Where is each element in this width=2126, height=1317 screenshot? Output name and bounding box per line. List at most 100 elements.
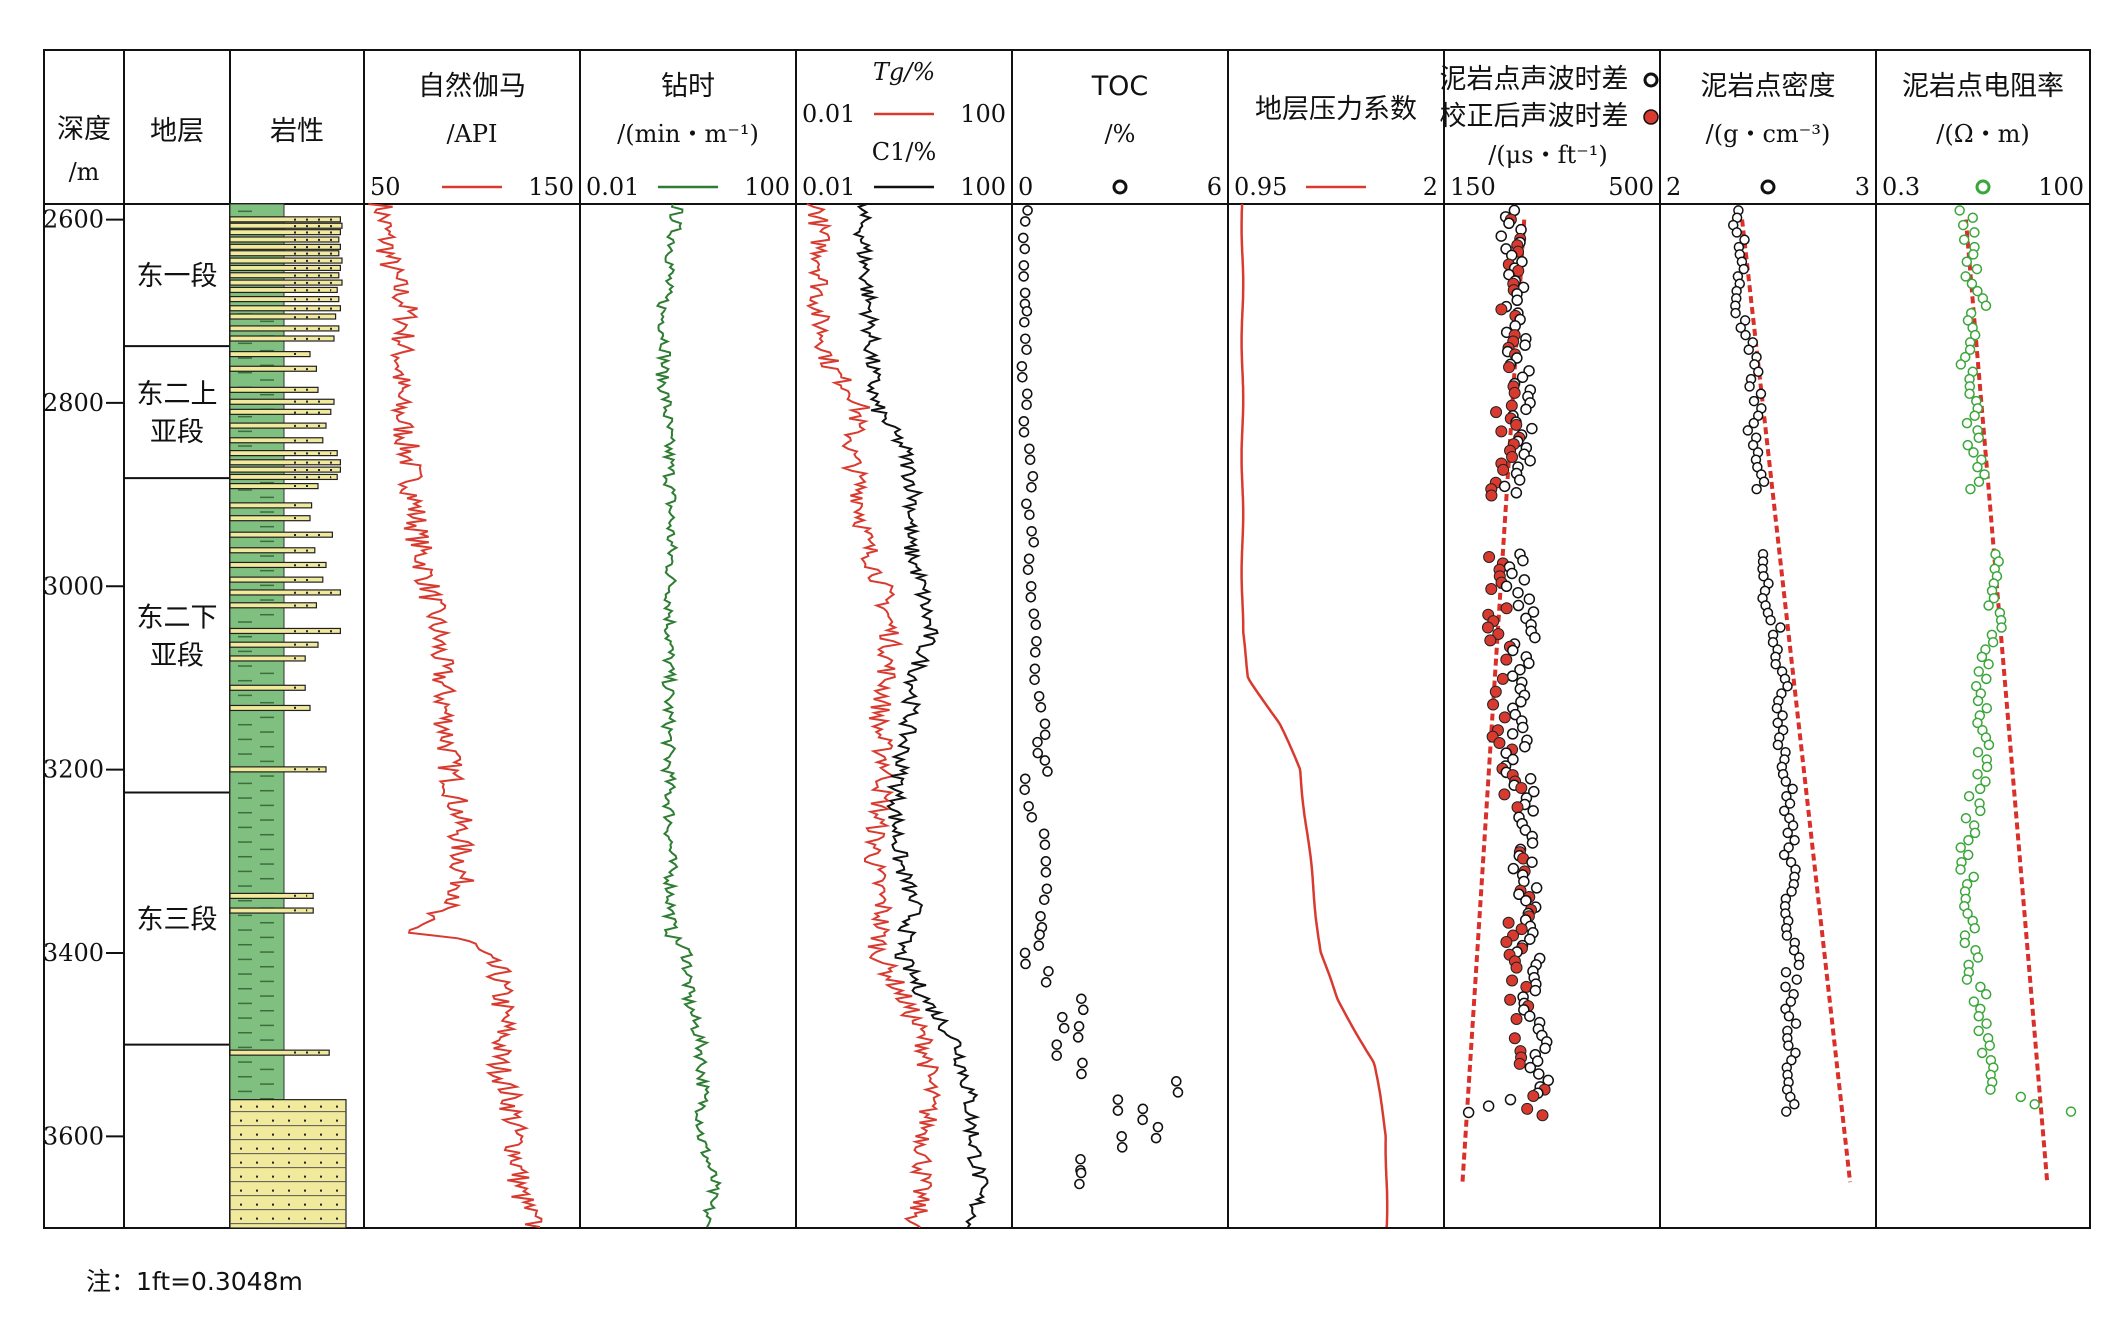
den-point xyxy=(1753,366,1764,378)
den-point xyxy=(1783,842,1794,853)
den-point xyxy=(1730,307,1741,319)
toc-point xyxy=(1029,663,1041,675)
ac-point xyxy=(1507,644,1519,657)
res-point xyxy=(1996,622,2007,633)
den-point xyxy=(1780,966,1792,978)
toc-point xyxy=(1021,399,1032,411)
ac-corr-point xyxy=(1500,935,1513,948)
res-scale-min: 0.3 xyxy=(1882,173,1920,201)
ac-corr-point xyxy=(1495,425,1508,438)
res-point xyxy=(1984,1040,1995,1051)
res-point xyxy=(2065,1106,2077,1117)
toc-point xyxy=(1077,1057,1088,1069)
den-point xyxy=(1783,1010,1795,1022)
ac-point xyxy=(1506,567,1518,580)
toc-scale-min: 0 xyxy=(1018,173,1033,201)
toc-point xyxy=(1152,1121,1164,1133)
ac-point xyxy=(1482,1100,1495,1112)
ac-corr-point xyxy=(1505,399,1518,412)
ac-corr-point xyxy=(1487,698,1500,711)
toc-title: TOC xyxy=(1091,71,1149,102)
toc-point xyxy=(1019,947,1031,959)
depth-axis: 2600 2800 3000 3200 3400 3600 xyxy=(43,206,124,1150)
toc-point xyxy=(1039,729,1051,741)
ac-point xyxy=(1506,728,1519,740)
tg-title: Tg/% xyxy=(873,58,935,86)
den-trend-line xyxy=(1740,219,1853,1183)
sand-bed xyxy=(229,305,342,312)
ac-point xyxy=(1511,294,1523,307)
res-point xyxy=(1983,658,1994,670)
ac-point xyxy=(1518,574,1531,586)
toc-point xyxy=(1040,867,1052,878)
ac-point xyxy=(1529,984,1542,997)
pressure-curve xyxy=(1240,203,1389,1228)
toc-point xyxy=(1025,580,1037,592)
toc-point xyxy=(1019,287,1031,299)
formation-name: 亚段 xyxy=(150,640,204,671)
res-point xyxy=(1962,908,1973,919)
ac-point xyxy=(1517,554,1529,567)
den-point xyxy=(1791,974,1803,985)
toc-point xyxy=(1074,1178,1085,1190)
ac-corr-point xyxy=(1492,627,1505,640)
res-point xyxy=(1983,739,1995,751)
den-point xyxy=(1786,886,1797,897)
sand-bed xyxy=(229,350,311,358)
den-scale-legend-marker xyxy=(1760,179,1776,195)
res-point xyxy=(1983,600,1994,611)
res-title: /(Ω・m) xyxy=(1936,120,2029,148)
sand-bed xyxy=(229,325,340,332)
sand-bed xyxy=(229,335,335,342)
res-point xyxy=(1960,271,1971,282)
gr-scale-max: 150 xyxy=(528,173,574,201)
c1-title: C1/% xyxy=(872,138,937,166)
outer-border xyxy=(43,49,2091,1229)
sand-bed xyxy=(229,892,314,899)
sand-bed xyxy=(229,264,342,272)
ac-corr-point xyxy=(1513,1057,1526,1070)
rop-scale-min: 0.01 xyxy=(586,173,639,201)
toc-point xyxy=(1072,1032,1084,1043)
ac-corr-point xyxy=(1503,361,1516,374)
den-point xyxy=(1782,827,1793,839)
toc-point xyxy=(1020,333,1031,345)
sand-bed xyxy=(229,515,311,522)
ac-point xyxy=(1507,862,1520,875)
res-point xyxy=(1976,1047,1988,1059)
ac-corr-point xyxy=(1483,550,1496,563)
ac-corr-point xyxy=(1536,1109,1549,1122)
sand-bed xyxy=(229,398,335,405)
res-point xyxy=(1969,227,1980,238)
res-point xyxy=(1985,1084,1996,1095)
depth-tick-label: 2800 xyxy=(43,389,104,417)
formation-name: 东一段 xyxy=(137,261,218,292)
ac-corr-point xyxy=(1500,602,1513,615)
ac-point xyxy=(1529,631,1541,644)
sand-bed xyxy=(229,589,342,596)
den-point xyxy=(1778,849,1790,861)
pressure-scale-min: 0.95 xyxy=(1234,173,1287,201)
formation-name: 东二下 xyxy=(137,602,218,633)
depth-tick-label: 2600 xyxy=(43,206,104,234)
sand-bed xyxy=(229,243,342,250)
rop-scale-max: 100 xyxy=(744,173,790,201)
den-point xyxy=(1784,798,1796,809)
basal-sandstone xyxy=(229,1099,347,1229)
res-point xyxy=(2029,1098,2040,1110)
den-point xyxy=(1767,636,1779,648)
ac-point xyxy=(1498,480,1511,493)
ac-point xyxy=(1526,856,1538,868)
res-point xyxy=(1972,285,1983,297)
sand-bed xyxy=(229,272,340,279)
sand-bed xyxy=(229,641,319,648)
toc-point xyxy=(1027,470,1039,482)
ac-point xyxy=(1520,894,1532,907)
ac-corr-point xyxy=(1527,1089,1540,1102)
toc-point xyxy=(1026,481,1037,493)
tg-scale-max: 100 xyxy=(960,100,1006,128)
res-point xyxy=(1962,315,1974,326)
toc-point xyxy=(1040,856,1052,867)
toc-point xyxy=(1150,1132,1162,1144)
ac-corr-point xyxy=(1506,451,1519,464)
